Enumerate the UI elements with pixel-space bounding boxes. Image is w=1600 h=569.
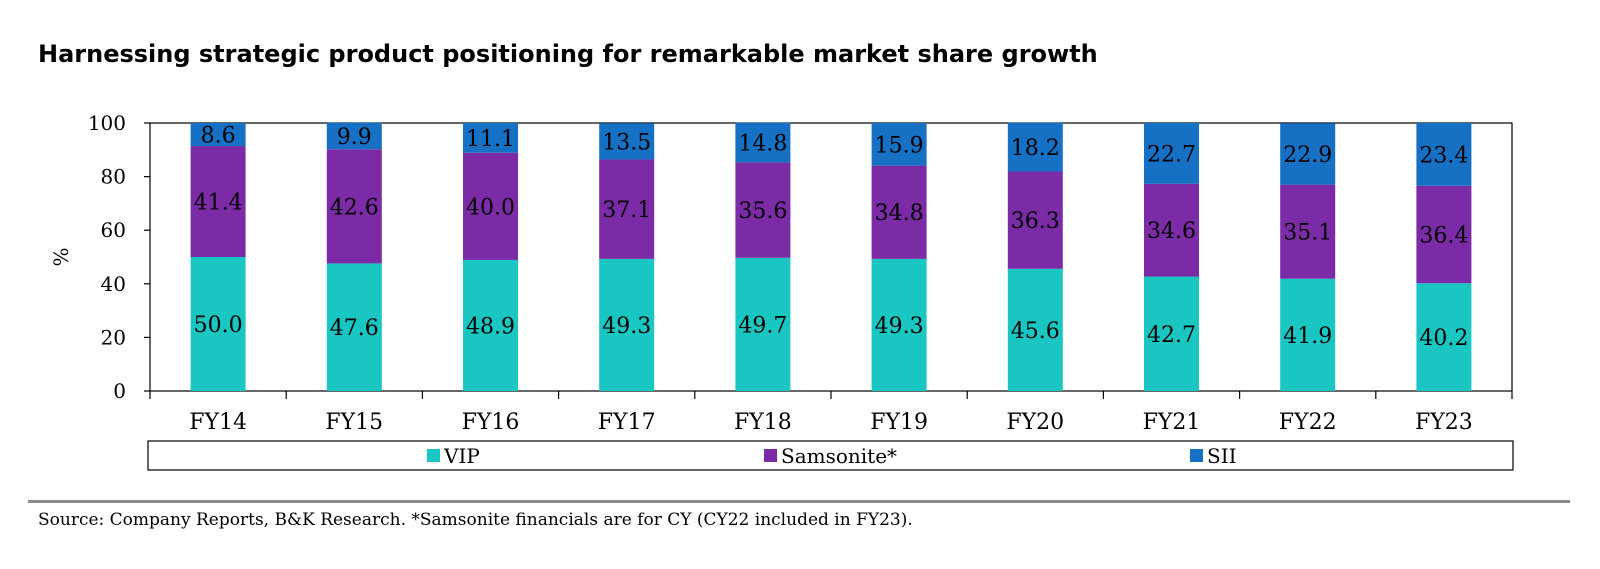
y-axis-label: % (49, 247, 73, 266)
data-label: 50.0 (194, 313, 243, 338)
x-tick-label: FY21 (1143, 410, 1201, 435)
data-label: 23.4 (1419, 143, 1468, 168)
data-label: 18.2 (1011, 136, 1060, 161)
legend-swatch-vip (427, 449, 440, 462)
data-label: 14.8 (738, 132, 787, 157)
bar-vip-fy14 (190, 257, 246, 391)
bar-sii-fy20 (1007, 122, 1063, 172)
source-divider (28, 500, 1570, 503)
x-tick-label: FY19 (870, 410, 928, 435)
legend-label: VIP (443, 444, 480, 468)
data-label: 9.9 (337, 125, 372, 150)
bar-samsonite-fy14 (190, 146, 246, 257)
bar-vip-fy19 (871, 258, 927, 391)
data-label: 36.3 (1011, 209, 1060, 234)
data-label: 22.7 (1147, 142, 1196, 167)
y-tick-label: 0 (113, 379, 126, 403)
stacked-bar-chart: 0 20 40 60 80 100% 50.0 41.4 8.6 FY14 47.6 42.6 9.9 F… (49, 111, 1514, 471)
bar-vip-fy22 (1280, 278, 1336, 391)
bar-vip-fy20 (1007, 268, 1063, 391)
y-tick-label: 80 (101, 165, 126, 189)
bar-vip-fy21 (1144, 276, 1199, 391)
x-tick-label: FY20 (1006, 410, 1064, 435)
bar-sii-fy14 (190, 123, 246, 147)
data-label: 49.7 (738, 313, 787, 338)
bar-vip-fy23 (1416, 283, 1472, 391)
data-label: 8.6 (201, 124, 236, 149)
bar-vip-fy17 (599, 258, 655, 391)
bar-samsonite-fy18 (735, 162, 791, 258)
bar-samsonite-fy21 (1144, 183, 1199, 277)
data-label: 11.1 (466, 127, 515, 152)
bar-sii-fy16 (463, 123, 518, 153)
bar-sii-fy21 (1144, 123, 1199, 184)
data-label: 47.6 (330, 316, 379, 341)
x-tick-label: FY15 (325, 410, 383, 435)
bar-sii-fy22 (1280, 123, 1336, 185)
data-label: 13.5 (602, 130, 651, 155)
data-label: 40.0 (466, 195, 515, 220)
data-label: 41.4 (194, 191, 243, 216)
bar-sii-fy23 (1416, 123, 1472, 186)
data-label: 42.7 (1147, 323, 1196, 348)
bar-vip-fy16 (463, 259, 518, 391)
data-label: 15.9 (875, 133, 924, 158)
bar-samsonite-fy22 (1280, 184, 1336, 279)
data-label: 40.2 (1419, 326, 1468, 351)
bar-sii-fy17 (599, 123, 655, 160)
y-tick-label: 40 (101, 272, 126, 296)
data-label: 34.8 (875, 201, 924, 226)
data-label: 49.3 (602, 314, 651, 339)
x-tick-label: FY17 (598, 410, 656, 435)
data-label: 41.9 (1283, 324, 1332, 349)
legend-label: SII (1207, 444, 1237, 468)
y-tick-label: 100 (88, 111, 126, 135)
data-label: 34.6 (1147, 219, 1196, 244)
data-label: 36.4 (1419, 223, 1468, 248)
bar-samsonite-fy15 (326, 149, 382, 264)
legend-swatch-samsonite (764, 449, 777, 462)
data-label: 45.6 (1011, 319, 1060, 344)
bar-vip-fy15 (326, 263, 382, 391)
x-tick-label: FY18 (734, 410, 792, 435)
legend-label: Samsonite* (781, 444, 897, 468)
data-label: 35.6 (738, 199, 787, 224)
data-label: 42.6 (330, 195, 379, 220)
x-tick-label: FY14 (189, 410, 247, 435)
y-tick-label: 20 (101, 325, 126, 349)
data-label: 35.1 (1283, 221, 1332, 246)
data-label: 22.9 (1283, 143, 1332, 168)
bar-samsonite-fy20 (1007, 171, 1063, 269)
bar-samsonite-fy16 (463, 152, 518, 260)
x-tick-label: FY22 (1279, 410, 1337, 435)
bar-samsonite-fy19 (871, 165, 927, 259)
legend-swatch-sii (1190, 449, 1203, 462)
bar-samsonite-fy23 (1416, 185, 1472, 284)
y-tick-label: 60 (101, 218, 126, 242)
bar-sii-fy15 (326, 122, 382, 150)
x-tick-label: FY23 (1415, 410, 1473, 435)
chart-title: Harnessing strategic product positioning… (38, 40, 1098, 68)
bar-sii-fy18 (735, 122, 791, 163)
x-tick-label: FY16 (462, 410, 520, 435)
data-label: 37.1 (602, 198, 651, 223)
legend-box (147, 440, 1514, 471)
bar-vip-fy18 (735, 257, 791, 391)
data-label: 48.9 (466, 314, 515, 339)
bar-samsonite-fy17 (599, 159, 655, 259)
data-label: 49.3 (875, 314, 924, 339)
bar-sii-fy19 (871, 123, 927, 166)
source-note: Source: Company Reports, B&K Research. *… (38, 510, 913, 530)
